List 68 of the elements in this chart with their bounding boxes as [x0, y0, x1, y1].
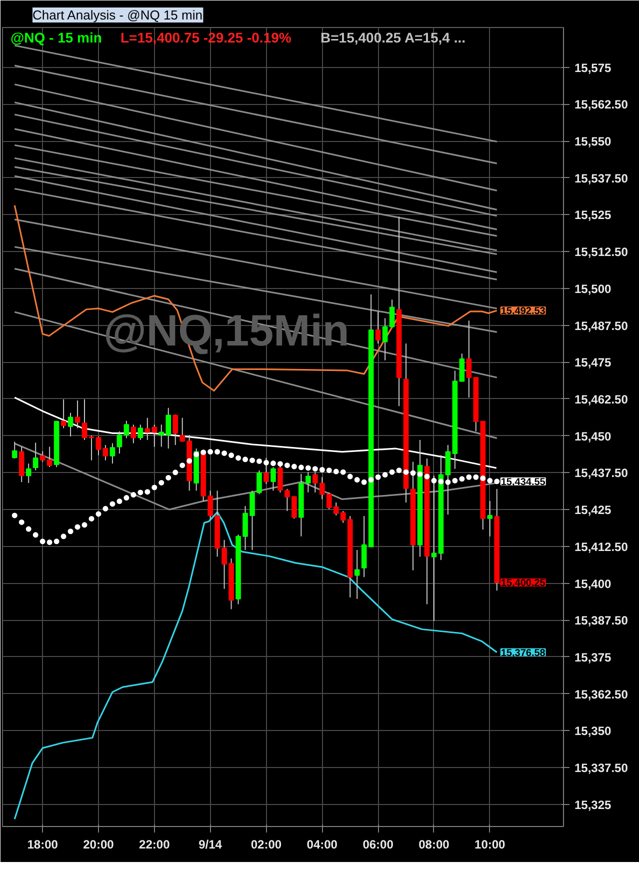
y-tick-label: 15,325 — [574, 798, 612, 812]
candlestick — [361, 516, 367, 578]
data-label: 15,492.53 — [500, 306, 546, 317]
candlestick — [74, 400, 80, 429]
annotation: B=15,400.25 A=15,4 ... — [320, 30, 466, 46]
y-tick-label: 15,512.50 — [574, 245, 628, 260]
y-tick-label: 15,562.50 — [574, 98, 628, 112]
candlestick — [82, 398, 88, 440]
candlestick — [102, 444, 108, 461]
x-tick-label: 20:00 — [83, 838, 114, 852]
candlestick — [382, 318, 388, 361]
y-tick-label: 15,375 — [574, 650, 612, 664]
y-tick-label: 15,537.50 — [574, 171, 628, 186]
x-tick-label: 04:00 — [306, 838, 338, 852]
candlestick — [26, 463, 32, 484]
candlestick — [256, 470, 262, 495]
y-tick-label: 15,387.50 — [574, 614, 628, 628]
candlestick — [18, 446, 24, 483]
candlestick — [130, 424, 136, 444]
annotation: 15,400.25 — [500, 578, 546, 590]
x-tick-label: 18:00 — [27, 838, 58, 852]
x-tick-label: 10:00 — [474, 838, 506, 852]
candlestick — [12, 441, 18, 460]
y-tick-label: 15,337.50 — [574, 761, 628, 776]
candlestick — [354, 549, 360, 600]
candlestick — [389, 299, 395, 328]
candlestick — [312, 472, 318, 493]
data-label: 15,434.55 — [500, 476, 546, 488]
y-tick-label: 15,437.50 — [574, 466, 628, 480]
candlestick — [138, 424, 144, 440]
candlestick — [88, 435, 94, 461]
candlestick — [68, 412, 74, 437]
candlestick — [96, 436, 102, 456]
y-tick-label: 15,412.50 — [574, 540, 628, 554]
candlestick — [32, 442, 38, 471]
y-tick-label: 15,350 — [574, 724, 612, 738]
y-tick-label: 15,362.50 — [574, 687, 628, 702]
y-tick-label: 15,500 — [574, 282, 612, 296]
candlestick — [40, 450, 46, 462]
x-tick-label: 02:00 — [250, 838, 282, 852]
candlestick — [60, 398, 66, 429]
y-tick-label: 15,462.50 — [574, 392, 628, 406]
chart-subtitle: @NQ - 15 min — [10, 30, 102, 46]
candlestick — [270, 466, 276, 492]
y-tick-label: 15,475 — [574, 356, 612, 370]
x-tick-label: 22:00 — [139, 838, 170, 852]
candlestick — [172, 414, 178, 446]
y-tick-label: 15,487.50 — [574, 318, 628, 333]
y-tick-label: 15,550 — [574, 134, 612, 149]
x-tick-label: 08:00 — [418, 838, 450, 852]
y-tick-label: 15,450 — [574, 429, 612, 444]
candlestick — [116, 430, 122, 454]
y-tick-label: 15,525 — [574, 208, 612, 222]
candlestick — [208, 490, 213, 520]
annotation: L=15,400.75 -29.25 -0.19% — [120, 30, 292, 46]
candlestick — [459, 353, 465, 382]
candlestick — [487, 500, 493, 537]
x-tick-label: 06:00 — [362, 838, 394, 852]
y-tick-label: 15,425 — [574, 503, 612, 518]
candlestick — [124, 420, 130, 439]
candlestick — [110, 442, 116, 464]
data-label: 15,376.58 — [500, 648, 546, 659]
chart-title: Chart Analysis - @NQ 15 min — [32, 8, 202, 22]
y-tick-label: 15,400 — [574, 576, 612, 591]
x-tick-label: 9/14 — [198, 838, 222, 852]
y-tick-label: 15,575 — [574, 60, 612, 75]
candlestick — [375, 310, 381, 344]
candlestick — [46, 446, 52, 468]
